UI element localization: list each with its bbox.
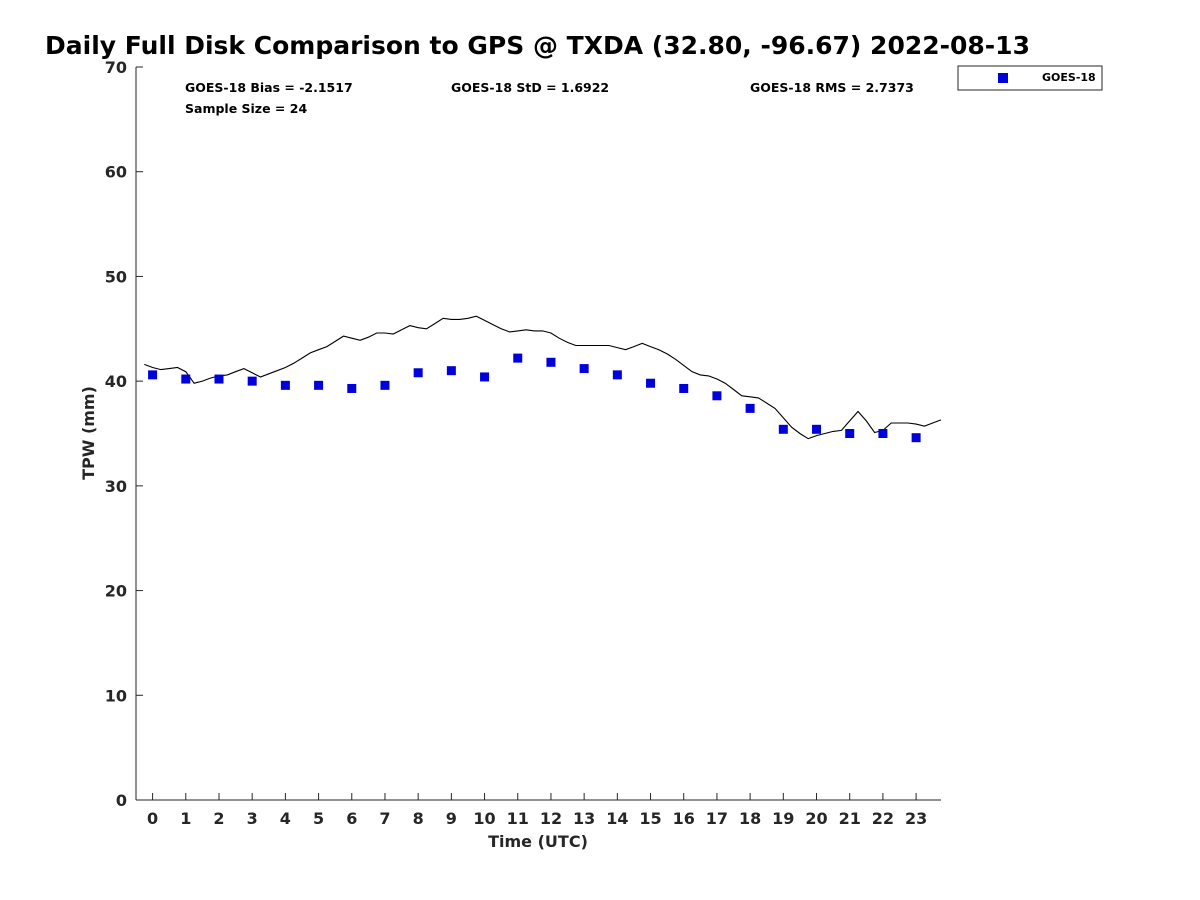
x-tick-label: 4 xyxy=(280,809,291,828)
bias-stat: GOES-18 Bias = -2.1517 xyxy=(185,80,353,95)
x-tick-label: 21 xyxy=(839,809,861,828)
x-tick-label: 14 xyxy=(606,809,628,828)
goes18-point xyxy=(181,374,191,384)
goes18-point xyxy=(214,374,224,384)
x-tick-label: 13 xyxy=(573,809,595,828)
goes18-point xyxy=(480,372,490,382)
goes18-point xyxy=(347,383,357,393)
goes18-point xyxy=(546,357,556,367)
goes18-point xyxy=(679,383,689,393)
y-tick-label: 60 xyxy=(105,163,127,182)
goes18-point xyxy=(446,366,456,376)
x-tick-label: 18 xyxy=(739,809,761,828)
y-tick-label: 70 xyxy=(105,58,127,77)
goes18-point xyxy=(513,353,523,363)
goes18-point xyxy=(148,370,158,380)
goes18-point xyxy=(612,370,622,380)
legend-marker xyxy=(998,73,1008,83)
y-axis-label: TPW (mm) xyxy=(79,386,98,480)
chart-title: Daily Full Disk Comparison to GPS @ TXDA… xyxy=(45,31,1030,60)
x-tick-label: 17 xyxy=(706,809,728,828)
x-tick-label: 6 xyxy=(346,809,357,828)
y-tick-label: 20 xyxy=(105,582,127,601)
x-tick-label: 9 xyxy=(446,809,457,828)
legend-box xyxy=(957,65,1103,91)
y-tick-label: 40 xyxy=(105,372,127,391)
goes18-marker-layer xyxy=(148,353,921,443)
goes18-point xyxy=(812,424,822,434)
x-ticks: 0 1 2 3 4 5 6 7 8 9 10 11 12 13 14 15 16 17 18 19 20 21 22 23 xyxy=(147,793,927,828)
y-tick-label: 10 xyxy=(105,686,127,705)
x-tick-label: 2 xyxy=(213,809,224,828)
goes18-point xyxy=(413,368,423,378)
legend: GOES-18 xyxy=(957,65,1103,91)
x-axis-label: Time (UTC) xyxy=(488,832,588,851)
x-tick-label: 20 xyxy=(805,809,827,828)
goes18-point xyxy=(778,424,788,434)
rms-stat: GOES-18 RMS = 2.7373 xyxy=(750,80,914,95)
x-tick-label: 10 xyxy=(473,809,495,828)
x-tick-label: 3 xyxy=(247,809,258,828)
goes18-point xyxy=(380,380,390,390)
x-tick-label: 15 xyxy=(639,809,661,828)
goes18-point xyxy=(745,403,755,413)
x-tick-label: 22 xyxy=(872,809,894,828)
goes18-point xyxy=(878,429,888,438)
gps-line-layer xyxy=(144,315,942,440)
goes18-point xyxy=(911,433,921,443)
y-tick-label: 0 xyxy=(116,791,127,810)
y-tick-label: 30 xyxy=(105,477,127,496)
x-tick-label: 0 xyxy=(147,809,158,828)
x-tick-label: 1 xyxy=(180,809,191,828)
gps-tpw-line xyxy=(144,315,942,440)
sample-size-stat: Sample Size = 24 xyxy=(185,101,307,116)
goes18-point xyxy=(845,429,855,438)
goes18-point xyxy=(579,364,589,374)
goes18-point xyxy=(646,378,656,388)
legend-label: GOES-18 xyxy=(1042,71,1096,84)
goes18-point xyxy=(314,380,324,390)
x-tick-label: 23 xyxy=(905,809,927,828)
x-tick-label: 19 xyxy=(772,809,794,828)
x-tick-label: 12 xyxy=(540,809,562,828)
goes18-point xyxy=(280,380,290,390)
goes18-point xyxy=(247,376,257,386)
x-tick-label: 7 xyxy=(379,809,390,828)
x-tick-label: 5 xyxy=(313,809,324,828)
goes18-point xyxy=(712,391,722,401)
x-tick-label: 8 xyxy=(413,809,424,828)
y-tick-label: 50 xyxy=(105,267,127,286)
y-ticks: 0 10 20 30 40 50 60 70 xyxy=(105,58,143,810)
x-tick-label: 16 xyxy=(673,809,695,828)
x-tick-label: 11 xyxy=(507,809,529,828)
std-stat: GOES-18 StD = 1.6922 xyxy=(451,80,609,95)
